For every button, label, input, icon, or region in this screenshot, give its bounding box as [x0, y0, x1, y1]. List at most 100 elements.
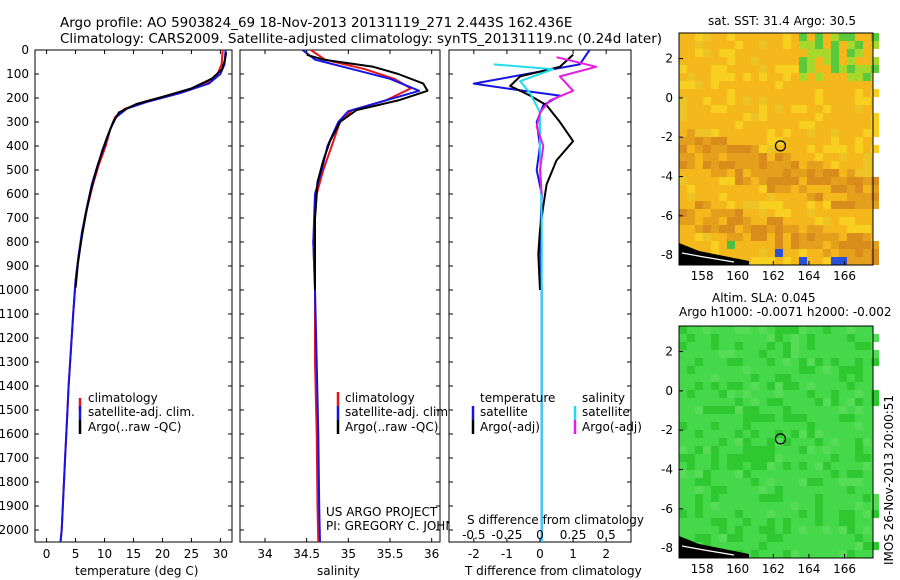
ytick-label: -6 [661, 502, 673, 516]
map-cell [863, 73, 871, 81]
map-cell [767, 534, 775, 542]
map-cell [679, 470, 687, 478]
map-cell [863, 241, 871, 249]
map-cell [783, 41, 791, 49]
header-line-2: Climatology: CARS2009. Satellite-adjuste… [60, 31, 662, 47]
map-cell [711, 65, 719, 73]
map-cell [799, 257, 807, 265]
map-cell [727, 350, 735, 358]
map-cell [767, 398, 775, 406]
map-cell [791, 225, 799, 233]
map-cell [751, 550, 759, 558]
map-cell [799, 169, 807, 177]
map-cell [767, 185, 775, 193]
ytick-label: 1800 [0, 475, 29, 489]
map-cell [799, 326, 807, 334]
ytick-label: 1300 [0, 355, 29, 369]
ytick-label: -8 [661, 248, 673, 262]
sst-map: sat. SST: 31.4 Argo: 30.5 158 160 162 164 16… [661, 14, 879, 283]
map-cell [799, 105, 807, 113]
map-cell [735, 438, 743, 446]
map-cell [839, 249, 847, 257]
map-cell [735, 398, 743, 406]
map-cell [847, 73, 855, 81]
map-cell [695, 382, 703, 390]
map-cell [711, 334, 719, 342]
map-cell [695, 33, 703, 41]
map-cell [847, 382, 855, 390]
map-cell [679, 105, 687, 113]
map-cell [847, 486, 855, 494]
map-cell [695, 430, 703, 438]
map-cell [855, 177, 863, 185]
xtick-label: 160 [726, 269, 749, 283]
map-cell [751, 414, 759, 422]
ytick-label: 1700 [0, 451, 29, 465]
map-cell [807, 193, 815, 201]
map-cell [807, 49, 815, 57]
map-cell [703, 217, 711, 225]
map-cell [751, 478, 759, 486]
map-cell [823, 145, 831, 153]
map-cell [759, 145, 767, 153]
map-cell [759, 446, 767, 454]
map-cell [783, 209, 791, 217]
map-cell [855, 406, 863, 414]
map-cell [815, 478, 823, 486]
map-cell [727, 241, 735, 249]
map-cell [871, 249, 879, 257]
map-cell [735, 406, 743, 414]
map-cell [791, 169, 799, 177]
map-cell [839, 241, 847, 249]
map-cell [695, 478, 703, 486]
map-cell [735, 470, 743, 478]
map-cell [775, 454, 783, 462]
xtick-label: 10 [97, 547, 112, 561]
ytick-label: 700 [6, 211, 29, 225]
map-cell [831, 145, 839, 153]
map-cell [823, 217, 831, 225]
legend-sal-argo: Argo(-adj) [582, 420, 642, 434]
map-cell [831, 454, 839, 462]
map-cell [775, 334, 783, 342]
map-cell [759, 153, 767, 161]
map-cell [783, 350, 791, 358]
map-cell [719, 486, 727, 494]
map-cell [711, 161, 719, 169]
map-cell [735, 342, 743, 350]
map-cell [855, 89, 863, 97]
map-cell [791, 241, 799, 249]
map-cell [695, 358, 703, 366]
map-cell [783, 177, 791, 185]
map-coast [681, 545, 735, 556]
map-cell [719, 406, 727, 414]
map-cell [759, 233, 767, 241]
map-cell [719, 145, 727, 153]
map-cell [783, 550, 791, 558]
map-cell [839, 518, 847, 526]
map-cell [679, 326, 687, 334]
map-cell [863, 129, 871, 137]
map-cell [759, 41, 767, 49]
map-cell [799, 65, 807, 73]
legend-climatology: climatology [88, 391, 158, 405]
difference-xlabel-top: S difference from climatology [467, 513, 644, 527]
map-cell [719, 534, 727, 542]
map-cell [719, 49, 727, 57]
map-cell [847, 241, 855, 249]
map-cell [735, 217, 743, 225]
map-cell [815, 225, 823, 233]
map-cell [807, 390, 815, 398]
xtick-label: -1 [501, 547, 513, 561]
map-cell [743, 201, 751, 209]
sla-map-title-2: Argo h1000: -0.0071 h2000: -0.002 [679, 305, 892, 319]
map-cell [847, 470, 855, 478]
map-cell [751, 462, 759, 470]
map-cell [863, 542, 871, 550]
map-cell [719, 390, 727, 398]
legend-salinity-title: salinity [582, 391, 625, 405]
map-cell [863, 177, 871, 185]
map-land [679, 243, 749, 265]
map-cell [759, 97, 767, 105]
